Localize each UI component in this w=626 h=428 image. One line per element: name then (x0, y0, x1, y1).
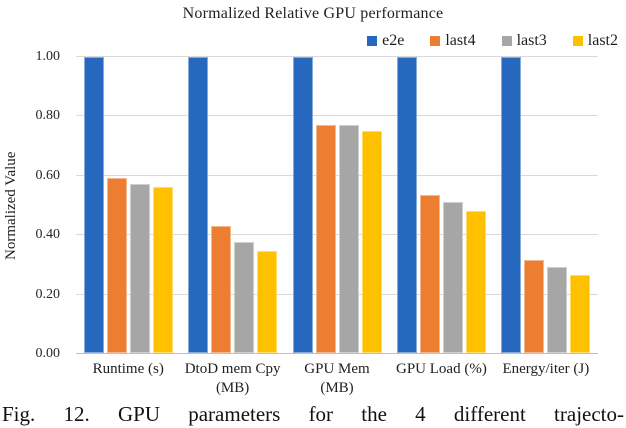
bar-last2-category4 (465, 210, 486, 353)
y-tick-1.00: 1.00 (35, 49, 61, 64)
x-label-category1: Runtime (s) (76, 360, 180, 398)
x-label-line: Energy/iter (J) (502, 361, 590, 377)
gridline-0.40 (76, 234, 598, 236)
legend-label-last2: last2 (587, 32, 618, 49)
bar-group-3 (285, 57, 389, 353)
bar-last4-category5 (524, 259, 545, 353)
bar-e2e-category2 (188, 57, 209, 353)
bar-last4-category1 (106, 178, 127, 353)
bar-last3-category3 (338, 125, 359, 353)
x-label-category4: GPU Load (%) (389, 360, 493, 398)
legend-label-e2e: e2e (382, 32, 405, 49)
bar-last2-category1 (152, 187, 173, 353)
y-axis-tick-labels: 0.00 0.20 0.40 0.60 0.80 1.00 (0, 49, 68, 361)
bar-last3-category1 (129, 184, 150, 353)
y-tick-0.80: 0.80 (35, 108, 61, 124)
plot-area (76, 56, 598, 354)
bar-e2e-category3 (292, 57, 313, 353)
legend: e2e last4 last3 last2 (367, 32, 618, 50)
bar-last3-category5 (547, 267, 568, 353)
legend-swatch-icon-e2e (367, 36, 378, 46)
bar-last4-category4 (419, 194, 440, 353)
legend-item-last3: last3 (501, 32, 547, 50)
x-label-category3: GPU Mem (MB) (285, 360, 389, 398)
gridline-1.00 (76, 56, 598, 57)
bar-group-4 (389, 57, 493, 353)
bar-series-container (76, 57, 598, 353)
gridline-0.80 (76, 115, 598, 117)
figure-caption: Fig. 12. GPU parameters for the 4 differ… (2, 402, 624, 426)
bar-last4-category3 (315, 125, 336, 353)
legend-item-last4: last4 (430, 32, 476, 50)
legend-label-last3: last3 (516, 32, 547, 49)
x-axis-line (76, 353, 598, 354)
legend-label-last4: last4 (445, 32, 476, 49)
x-label-category5: Energy/iter (J) (494, 360, 598, 398)
chart-title: Normalized Relative GPU performance (182, 5, 444, 22)
legend-item-last2: last2 (572, 32, 618, 50)
x-label-category2: DtoD mem Cpy (MB) (180, 360, 284, 398)
y-tick-0.20: 0.20 (35, 286, 61, 302)
x-label-line: GPU Load (%) (396, 361, 487, 377)
gridline-0.20 (76, 293, 598, 295)
y-tick-0.40: 0.40 (35, 227, 61, 243)
bar-group-1 (76, 57, 180, 353)
bar-e2e-category4 (396, 57, 417, 353)
x-label-line: (MB) (215, 380, 250, 396)
gridline-0.60 (76, 174, 598, 176)
legend-swatch-icon-last2 (572, 36, 583, 46)
legend-swatch-icon-last3 (501, 36, 512, 46)
bar-last2-category5 (570, 274, 591, 353)
x-label-line: (MB) (320, 380, 354, 396)
bar-e2e-category5 (501, 57, 522, 353)
y-tick-0.00: 0.00 (35, 346, 61, 361)
y-tick-0.60: 0.60 (35, 167, 61, 183)
bar-last2-category2 (257, 250, 278, 353)
bar-last4-category2 (211, 225, 232, 353)
bar-last3-category2 (234, 242, 255, 353)
bar-e2e-category1 (83, 57, 104, 353)
legend-swatch-icon-last4 (430, 36, 441, 46)
legend-item-e2e: e2e (367, 32, 404, 50)
x-label-line: DtoD mem Cpy (184, 361, 281, 377)
x-label-line: Runtime (s) (92, 361, 164, 377)
bar-last3-category4 (442, 202, 463, 353)
bar-group-2 (180, 57, 284, 353)
x-axis-labels: Runtime (s) DtoD mem Cpy (MB) GPU Mem (MB) GP… (76, 360, 598, 398)
bar-group-5 (494, 57, 598, 353)
bar-last2-category3 (361, 131, 382, 353)
x-label-line: GPU Mem (304, 361, 370, 377)
